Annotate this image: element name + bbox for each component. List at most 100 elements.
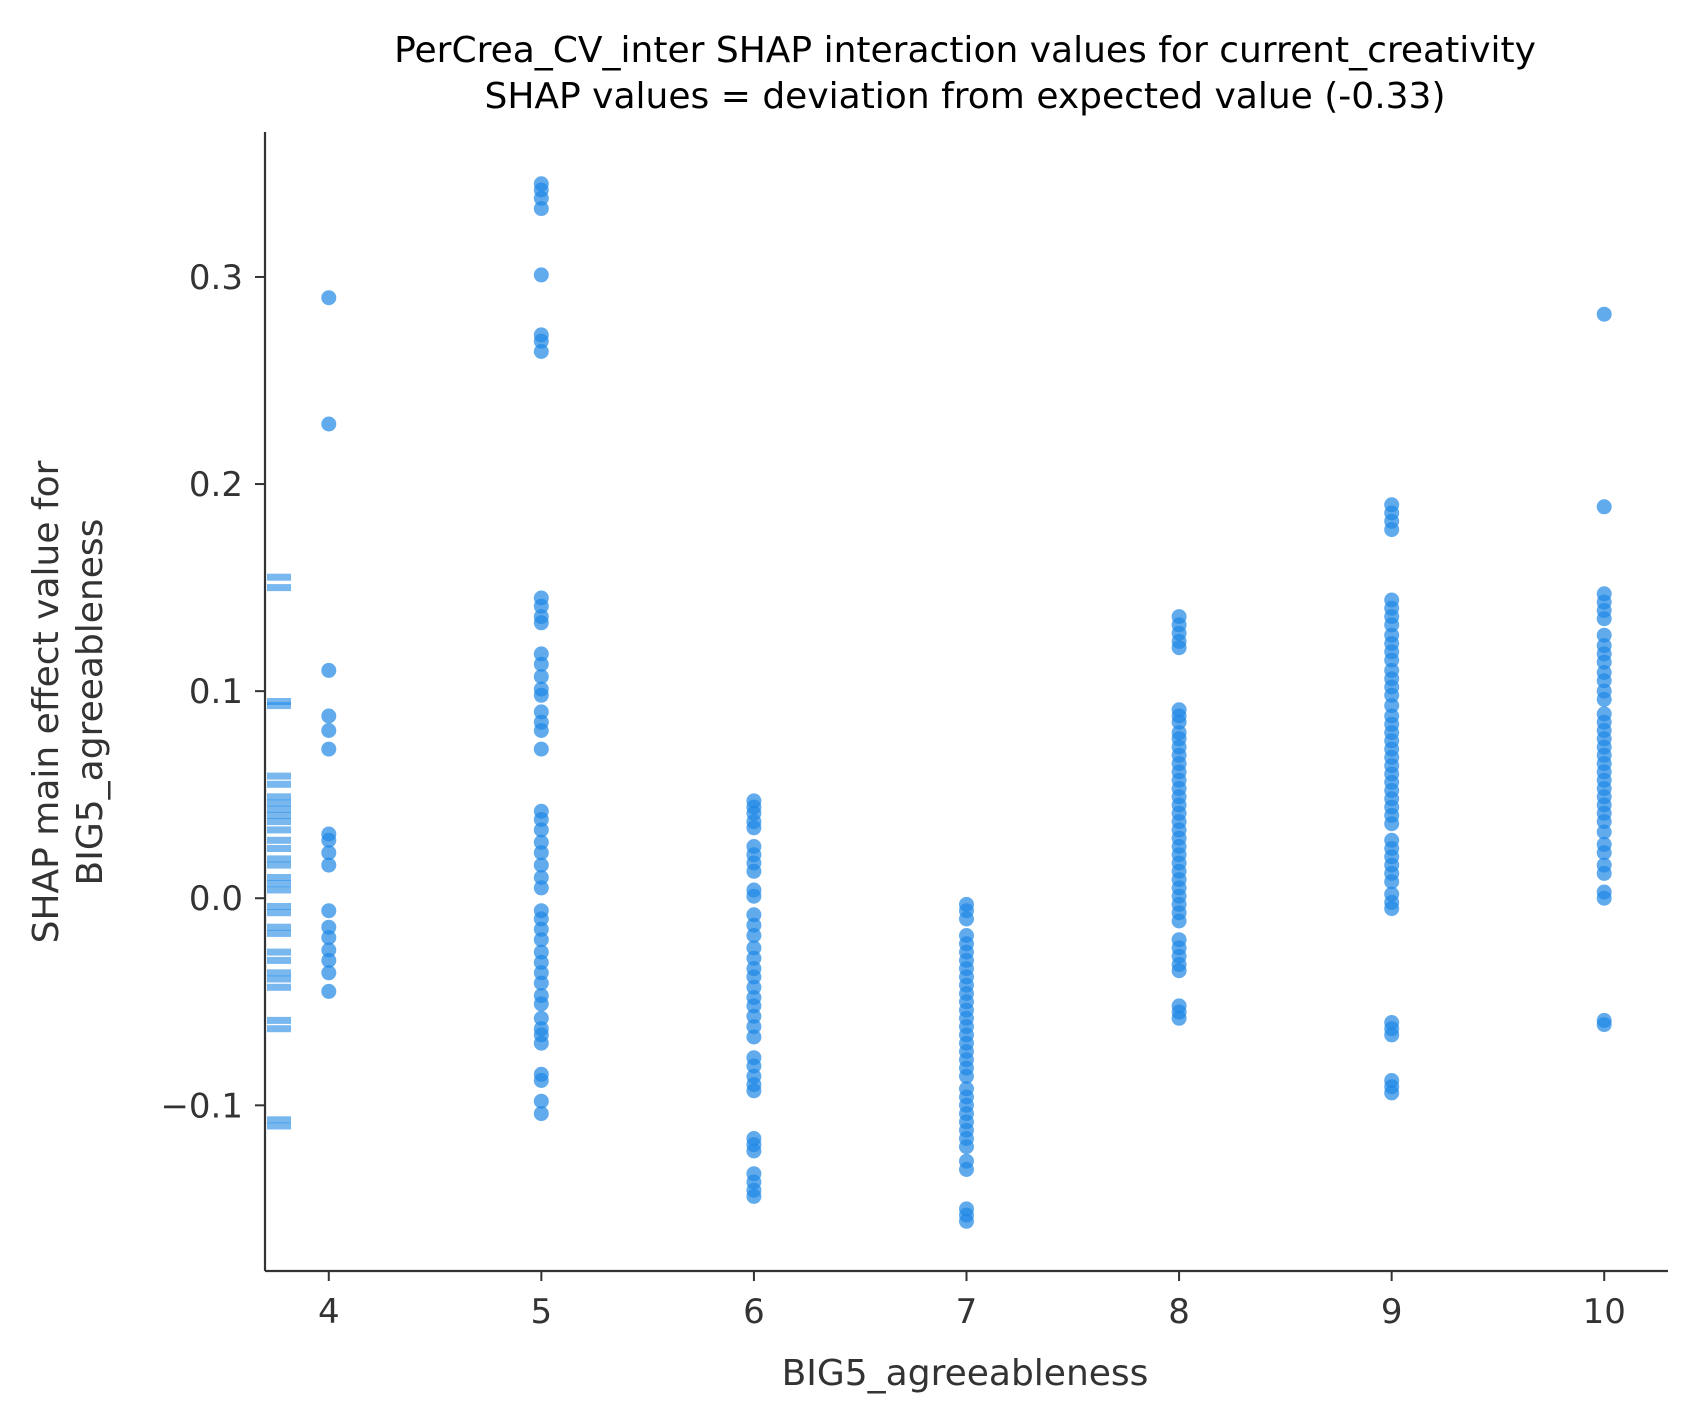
rug-mark [267,845,291,852]
data-point [1384,698,1400,714]
rug-mark [267,855,291,863]
y-tick-label: 0.2 [189,465,243,505]
data-point [1596,824,1612,840]
rug-mark [267,969,291,977]
chart-subtitle: SHAP values = deviation from expected va… [484,76,1445,117]
data-point [533,687,549,703]
y-tick-label: 0.3 [189,258,243,298]
x-tick-label: 8 [1168,1292,1190,1332]
data-point [321,919,337,935]
data-point [1596,654,1612,670]
data-point [1171,913,1187,929]
rug-mark [267,861,291,869]
data-point [533,656,549,672]
data-point [746,940,762,956]
rug-mark [267,836,291,844]
data-point [1384,652,1400,668]
data-point [533,954,549,970]
data-point [533,822,549,838]
rug-mark [267,698,291,705]
data-point [321,832,337,848]
rug-mark [267,880,291,888]
data-point [321,952,337,968]
data-point [533,812,549,827]
data-point [533,646,549,662]
data-point [1596,1017,1612,1033]
rug-marks [267,573,291,1130]
rug-mark [267,923,291,931]
x-axis-ticks: 4 5 6 7 8 9 10 [318,1271,1626,1332]
data-point [746,888,762,904]
data-point [533,845,549,861]
data-point [1596,499,1612,515]
rug-mark [267,702,291,710]
rug-mark [267,929,291,937]
rug-mark [267,909,291,917]
x-tick-label: 4 [318,1292,340,1332]
data-point [1596,691,1612,707]
data-point [533,975,549,991]
data-point [533,333,549,349]
rug-mark [267,780,291,788]
data-point [533,598,549,614]
data-point [1384,1085,1400,1101]
data-point [746,1058,762,1074]
data-point [746,1188,762,1204]
x-tick-label: 5 [531,1292,553,1332]
data-point [533,932,549,948]
data-point [746,969,762,985]
x-axis-label: BIG5_agreeableness [782,1353,1149,1394]
data-point [533,921,549,937]
rug-mark [267,886,291,894]
rug-mark [267,793,291,801]
data-point [533,1010,549,1026]
data-point [533,201,549,217]
rug-mark [267,956,291,964]
rug-mark [267,1025,291,1033]
chart-title: PerCrea_CV_inter SHAP interaction values… [394,30,1536,71]
data-point [1384,522,1400,538]
x-tick-label: 6 [743,1292,765,1332]
data-point [533,344,549,359]
data-point [321,662,337,678]
data-point [533,190,549,206]
data-point [321,290,337,306]
data-point [1384,874,1400,890]
rug-mark [267,1016,291,1024]
data-point [1384,687,1400,703]
data-point [1596,611,1612,627]
data-point [533,1073,549,1088]
data-point [321,942,337,958]
data-point [746,998,762,1014]
rug-mark [267,818,291,826]
data-point [1384,816,1400,832]
rug-mark [267,584,291,592]
data-point [533,267,549,283]
y-tick-label: 0.0 [189,879,243,919]
data-point [533,834,549,850]
data-point [959,1139,974,1155]
data-point [321,930,337,946]
data-point [746,1008,762,1024]
data-point [959,1068,974,1084]
data-point [746,820,762,836]
data-point [533,880,549,896]
data-point [533,1035,549,1051]
rug-mark [267,983,291,991]
data-point [533,1093,549,1109]
rug-mark [267,826,291,834]
data-point [746,863,762,879]
data-point [746,950,762,966]
data-point [321,983,337,999]
y-tick-label: 0.1 [189,672,243,712]
data-point [321,741,337,757]
data-point [1596,845,1612,861]
data-point [746,1019,762,1035]
data-point [746,1083,762,1099]
data-point [533,741,549,757]
data-point [533,857,549,873]
data-point [533,965,549,981]
data-point [533,911,549,927]
rug-mark [267,1122,291,1130]
data-point [533,996,549,1012]
